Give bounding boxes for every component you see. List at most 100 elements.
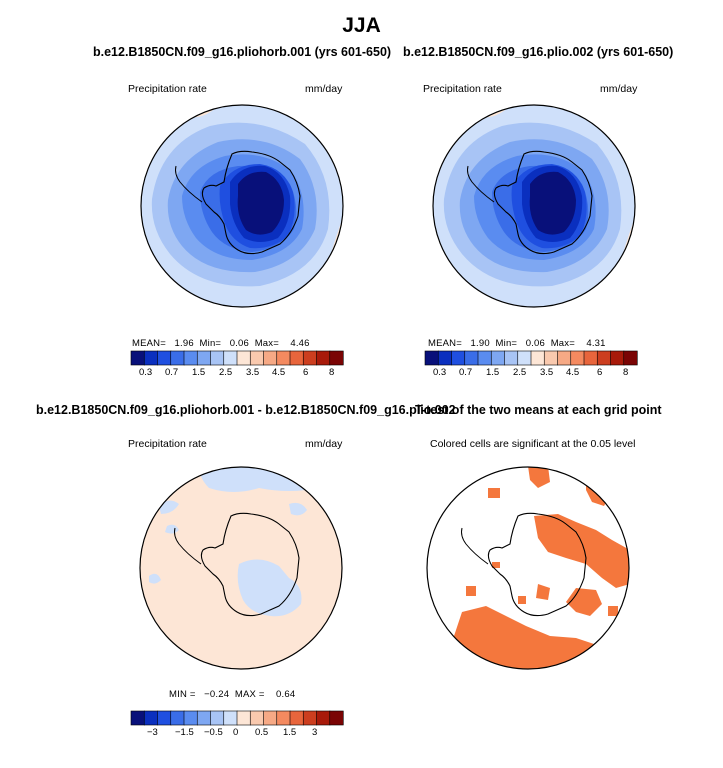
colorbar-swatch [490, 350, 506, 366]
colorbar-swatch [223, 350, 238, 366]
colorbar-swatch [183, 710, 198, 726]
panel1-min-value: 0.06 [229, 338, 249, 349]
colorbar-swatch [263, 350, 278, 366]
panel2-tick: 8 [623, 367, 629, 378]
panel2-colorbar-ticks: 0.3 0.7 1.5 2.5 3.5 4.5 6 8 [425, 367, 637, 379]
panel1-tick: 2.5 [219, 367, 233, 378]
panel2-min-label: Min= [495, 338, 518, 349]
panel1-min-label: Min= [199, 338, 222, 349]
panel1-colorbar-ticks: 0.3 0.7 1.5 2.5 3.5 4.5 6 8 [131, 367, 343, 379]
colorbar-swatch [610, 350, 625, 366]
colorbar-swatch [130, 710, 145, 726]
colorbar-swatch [424, 350, 439, 366]
panel2-max-label: Max= [550, 338, 575, 349]
colorbar-swatch [543, 350, 559, 366]
panel3-tick: 0.5 [255, 727, 269, 738]
colorbar-swatch [316, 710, 331, 726]
colorbar-swatch [276, 710, 291, 726]
panel3-tick: −1.5 [175, 727, 194, 738]
colorbar-swatch [329, 350, 344, 366]
panel3-tick: −0.5 [204, 727, 223, 738]
colorbar-swatch [530, 350, 545, 366]
panel2-tick: 0.7 [459, 367, 473, 378]
colorbar-swatch [557, 350, 572, 366]
colorbar-swatch [170, 710, 185, 726]
panel3-tick: 0 [233, 727, 239, 738]
colorbar-swatch [570, 350, 585, 366]
colorbar-swatch [223, 710, 238, 726]
panel3-min-label: MIN = [169, 689, 196, 700]
panel3-tick: −3 [147, 727, 158, 738]
colorbar-swatch [517, 350, 532, 366]
panel1-units-label: mm/day [305, 83, 343, 95]
colorbar-swatch [210, 350, 225, 366]
colorbar-swatch [157, 350, 172, 366]
panel3-colorbar [130, 710, 344, 726]
panel1-mean-value: 1.96 [174, 338, 194, 349]
panel2-title: b.e12.B1850CN.f09_g16.plio.002 (yrs 601-… [403, 45, 674, 59]
panel3-colorbar-ticks: −3 −1.5 −0.5 0 0.5 1.5 3 [131, 727, 343, 739]
colorbar-swatch [143, 350, 159, 366]
panel3-units-label: mm/day [305, 438, 343, 450]
panel2-tick: 2.5 [513, 367, 527, 378]
panel2-stats: MEAN= 1.90 Min= 0.06 Max= 4.31 [428, 338, 606, 349]
colorbar-swatch [196, 710, 212, 726]
colorbar-swatch [477, 350, 492, 366]
panel1-max-value: 4.46 [290, 338, 310, 349]
colorbar-swatch [329, 710, 344, 726]
panel1-tick: 8 [329, 367, 335, 378]
panel3-variable-label: Precipitation rate [128, 438, 207, 450]
colorbar-swatch [302, 350, 318, 366]
colorbar-swatch [183, 350, 198, 366]
panel1-tick: 0.3 [139, 367, 153, 378]
panel3-stats: MIN = −0.24 MAX = 0.64 [169, 689, 295, 700]
colorbar-swatch [464, 350, 479, 366]
panel2-tick: 0.3 [433, 367, 447, 378]
colorbar-swatch [289, 350, 304, 366]
colorbar-swatch [236, 710, 251, 726]
panel3-max-value: 0.64 [276, 689, 296, 700]
colorbar-swatch [143, 710, 159, 726]
panel1-tick: 4.5 [272, 367, 286, 378]
panel1-title: b.e12.B1850CN.f09_g16.pliohorb.001 (yrs … [93, 45, 392, 59]
colorbar-swatch [276, 350, 291, 366]
colorbar-swatch [596, 350, 612, 366]
panel1-map [140, 104, 344, 308]
colorbar-swatch [249, 350, 265, 366]
panel1-tick: 3.5 [246, 367, 260, 378]
colorbar-swatch [236, 350, 251, 366]
colorbar-swatch [623, 350, 638, 366]
panel2-tick: 4.5 [566, 367, 580, 378]
panel2-mean-value: 1.90 [470, 338, 490, 349]
panel1-colorbar [130, 350, 344, 366]
panel2-map [432, 104, 636, 308]
colorbar-swatch [170, 350, 185, 366]
colorbar-swatch [130, 350, 145, 366]
colorbar-swatch [451, 350, 466, 366]
panel3-title: b.e12.B1850CN.f09_g16.pliohorb.001 - b.e… [36, 403, 456, 417]
panel1-tick: 1.5 [192, 367, 206, 378]
colorbar-swatch [249, 710, 265, 726]
colorbar-swatch [316, 350, 331, 366]
colorbar-swatch [289, 710, 304, 726]
colorbar-swatch [196, 350, 212, 366]
panel2-colorbar [424, 350, 638, 366]
panel4-map [426, 466, 630, 670]
panel3-min-value: −0.24 [204, 689, 230, 700]
panel2-tick: 3.5 [540, 367, 554, 378]
panel3-max-label: MAX = [234, 689, 265, 700]
panel4-title: T-test of the two means at each grid poi… [415, 403, 662, 417]
colorbar-swatch [302, 710, 318, 726]
panel1-tick: 6 [303, 367, 309, 378]
colorbar-swatch [504, 350, 519, 366]
colorbar-swatch [583, 350, 598, 366]
panel2-variable-label: Precipitation rate [423, 83, 502, 95]
colorbar-swatch [437, 350, 453, 366]
panel3-tick: 1.5 [283, 727, 297, 738]
colorbar-swatch [210, 710, 225, 726]
panel3-tick: 3 [312, 727, 318, 738]
panel2-units-label: mm/day [600, 83, 638, 95]
panel4-note: Colored cells are significant at the 0.0… [430, 438, 636, 450]
panel2-mean-label: MEAN= [428, 338, 462, 349]
panel1-stats: MEAN= 1.96 Min= 0.06 Max= 4.46 [132, 338, 310, 349]
